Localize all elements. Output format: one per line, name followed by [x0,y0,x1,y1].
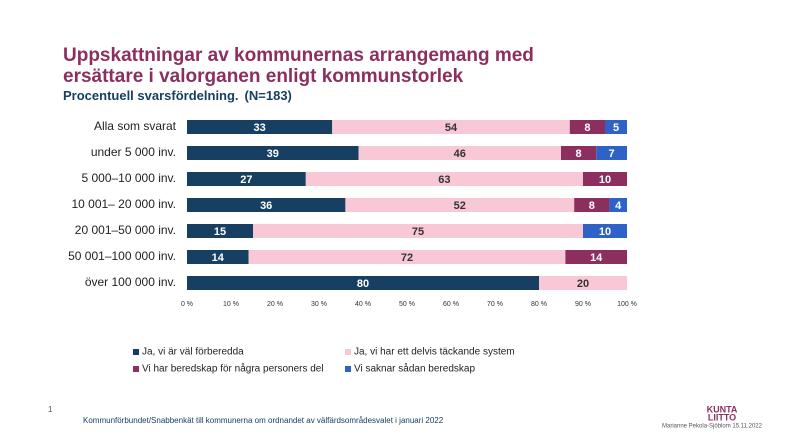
bar-segment [583,172,627,186]
data-label: 5 [613,122,619,134]
subtitle-note: (N=183) [245,88,292,103]
x-tick-label: 20 % [267,301,283,308]
x-tick-label: 70 % [487,301,503,308]
data-label: 46 [454,148,466,160]
x-tick-label: 10 % [223,301,239,308]
data-label: 15 [214,226,226,238]
data-label: 36 [260,200,272,212]
x-tick-label: 50 % [399,301,415,308]
page-number: 1 [48,405,53,414]
y-tick-label: Alla som svarat [94,119,177,133]
data-label: 7 [609,148,615,160]
bar-segment [248,250,566,264]
data-label: 10 [599,174,611,186]
legend-label: Vi saknar sådan beredskap [354,363,475,375]
legend-swatch [345,366,351,372]
x-tick-label: 40 % [355,301,371,308]
bar-segment [574,198,610,212]
data-label: 33 [253,122,265,134]
bar-segment [187,276,539,290]
x-tick-label: 100 % [617,301,637,308]
data-label: 75 [412,226,424,238]
data-label: 80 [357,278,369,290]
bar-segment [565,250,627,264]
bar-segment [605,120,627,134]
y-tick-label: under 5 000 inv. [91,145,176,159]
data-label: 14 [212,252,225,264]
x-tick-label: 90 % [575,301,591,308]
data-label: 10 [599,226,611,238]
y-tick-label: 50 001–100 000 inv. [68,249,176,263]
y-tick-label: 5 000–10 000 inv. [81,171,176,185]
data-label: 27 [240,174,252,186]
bar-segment [561,146,597,160]
bar-segment [609,198,627,212]
x-tick-label: 30 % [311,301,327,308]
x-tick-label: 0 % [181,301,193,308]
y-tick-label: 20 001–50 000 inv. [75,223,176,237]
bar-segment [187,146,359,160]
x-tick-label: 80 % [531,301,547,308]
logo: KUNTA [707,404,738,414]
legend-label: Vi har beredskap för några personers del [142,363,324,375]
bar-segment [187,198,346,212]
data-label: 72 [401,252,413,264]
bar-segment [187,224,253,238]
legend-label: Ja, vi är väl förberedda [142,347,244,358]
legend-label: Ja, vi har ett delvis täckande system [354,347,515,358]
data-label: 14 [590,252,603,264]
data-label: 8 [576,148,582,160]
x-tick-label: 60 % [443,301,459,308]
bar-segment [187,250,249,264]
data-label: 52 [454,200,466,212]
legend-swatch [133,349,139,355]
bar-segment [187,172,306,186]
source: Kommunförbundet/Snabbenkät till kommuner… [83,416,444,425]
chart-title: ersättare i valorganen enligt kommunstor… [63,66,464,87]
chart-subtitle: Procentuell svarsfördelning. (N=183) [63,88,292,103]
bar-segment [569,120,605,134]
bar-segment [332,120,570,134]
logo: LIITTO [708,412,736,422]
chart-title: Uppskattningar av kommunernas arrangeman… [63,45,534,66]
subtitle: Procentuell svarsfördelning. [63,88,239,103]
bar-segment [358,146,561,160]
bar-segment [305,172,583,186]
data-label: 20 [577,278,589,290]
bar-segment [539,276,627,290]
data-label: 8 [584,122,590,134]
bar-segment [596,146,627,160]
y-tick-label: över 100 000 inv. [85,275,176,289]
data-label: 54 [445,122,458,134]
data-label: 8 [589,200,595,212]
y-tick-label: 10 001– 20 000 inv. [71,197,176,211]
legend-swatch [345,349,351,355]
bar-segment [187,120,333,134]
bar-segment [253,224,583,238]
data-label: 4 [615,200,622,212]
data-label: 63 [438,174,450,186]
bar-segment [583,224,627,238]
bar-segment [345,198,575,212]
author: Marianne Pekola-Sjöblom 15.11.2022 [662,424,763,430]
data-label: 39 [267,148,279,160]
legend-swatch [133,366,139,372]
